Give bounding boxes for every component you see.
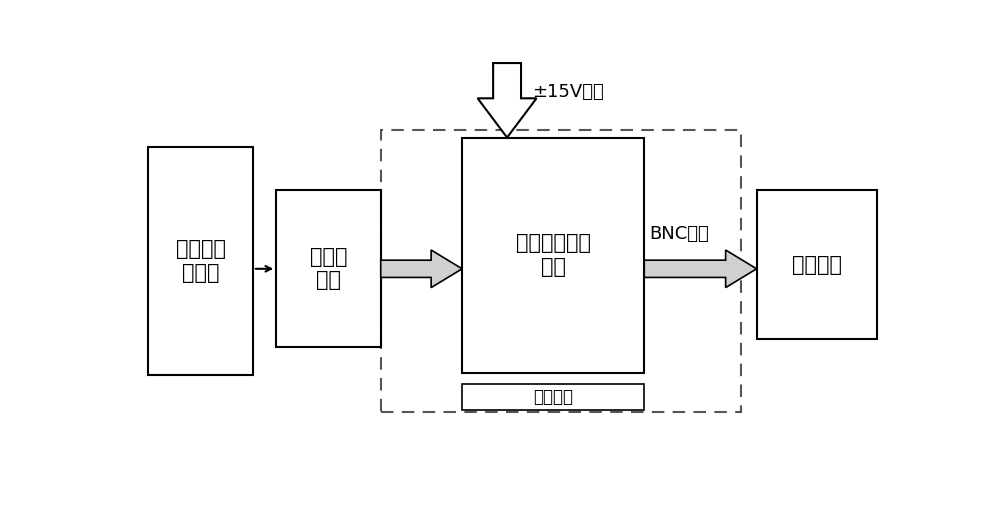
Text: 振动传
感器: 振动传 感器 [310,247,347,291]
Text: 断路器操
动机构: 断路器操 动机构 [176,239,226,282]
Text: BNC接线: BNC接线 [649,224,709,242]
Bar [276,190,381,347]
Text: ±15V供电: ±15V供电 [532,83,604,101]
Bar [381,130,741,412]
Bar [148,147,253,375]
Text: 强振动传感器
电路: 强振动传感器 电路 [516,234,591,277]
Bar [757,190,877,340]
Polygon shape [381,250,462,288]
Text: 采集设备: 采集设备 [792,255,842,275]
Polygon shape [644,250,757,288]
Polygon shape [478,63,537,137]
Bar [462,384,644,410]
Text: 档位按钮: 档位按钮 [533,388,573,406]
Bar [462,137,644,373]
